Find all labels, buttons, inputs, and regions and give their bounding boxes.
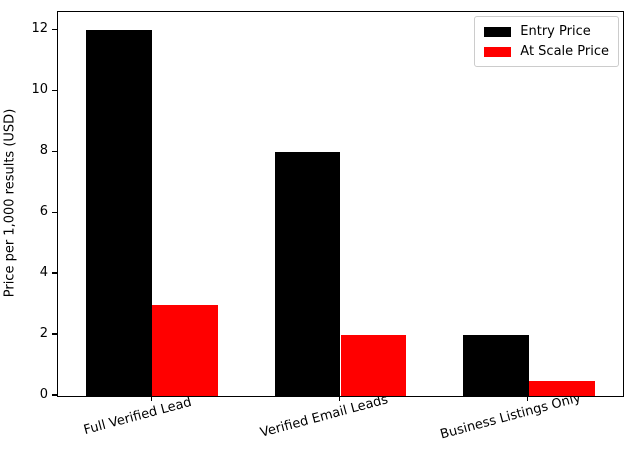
- y-tick-label: 0: [39, 387, 48, 402]
- y-tick-label: 2: [39, 326, 48, 342]
- x-tick-label: Business Listings Only: [438, 390, 583, 443]
- x-tick-mark: [338, 396, 341, 401]
- legend-item: At Scale Price: [484, 44, 609, 59]
- x-tick-mark: [527, 396, 529, 401]
- plot-area: Entry Price At Scale Price: [57, 11, 624, 397]
- y-tick-mark: [52, 211, 57, 213]
- y-tick-label: 4: [39, 265, 48, 281]
- y-tick-mark: [52, 150, 57, 152]
- bar-at-scale-price: [528, 380, 595, 396]
- x-tick-label: Full Verified Lead: [82, 394, 194, 439]
- bar-entry-price: [462, 335, 529, 396]
- x-tick-mark: [150, 396, 152, 401]
- x-tick-label: Verified Email Leads: [258, 392, 390, 441]
- y-tick-mark: [52, 394, 57, 396]
- legend-swatch: [484, 46, 512, 57]
- bar-at-scale-price: [340, 335, 407, 396]
- legend-item: Entry Price: [484, 24, 609, 39]
- legend-label: At Scale Price: [520, 44, 609, 59]
- y-tick-label: 6: [39, 204, 48, 220]
- y-tick-label: 12: [31, 21, 48, 37]
- y-tick-label: 8: [39, 143, 48, 159]
- bar-entry-price: [86, 30, 153, 396]
- y-tick-mark: [52, 272, 57, 274]
- y-tick-mark: [52, 333, 57, 335]
- y-tick-mark: [52, 89, 57, 91]
- bar-at-scale-price: [152, 304, 219, 396]
- y-tick-label: 10: [31, 82, 48, 98]
- y-tick-mark: [52, 28, 57, 30]
- legend-swatch: [484, 26, 512, 37]
- legend: Entry Price At Scale Price: [474, 16, 619, 67]
- bar-entry-price: [274, 152, 341, 396]
- legend-label: Entry Price: [520, 24, 591, 39]
